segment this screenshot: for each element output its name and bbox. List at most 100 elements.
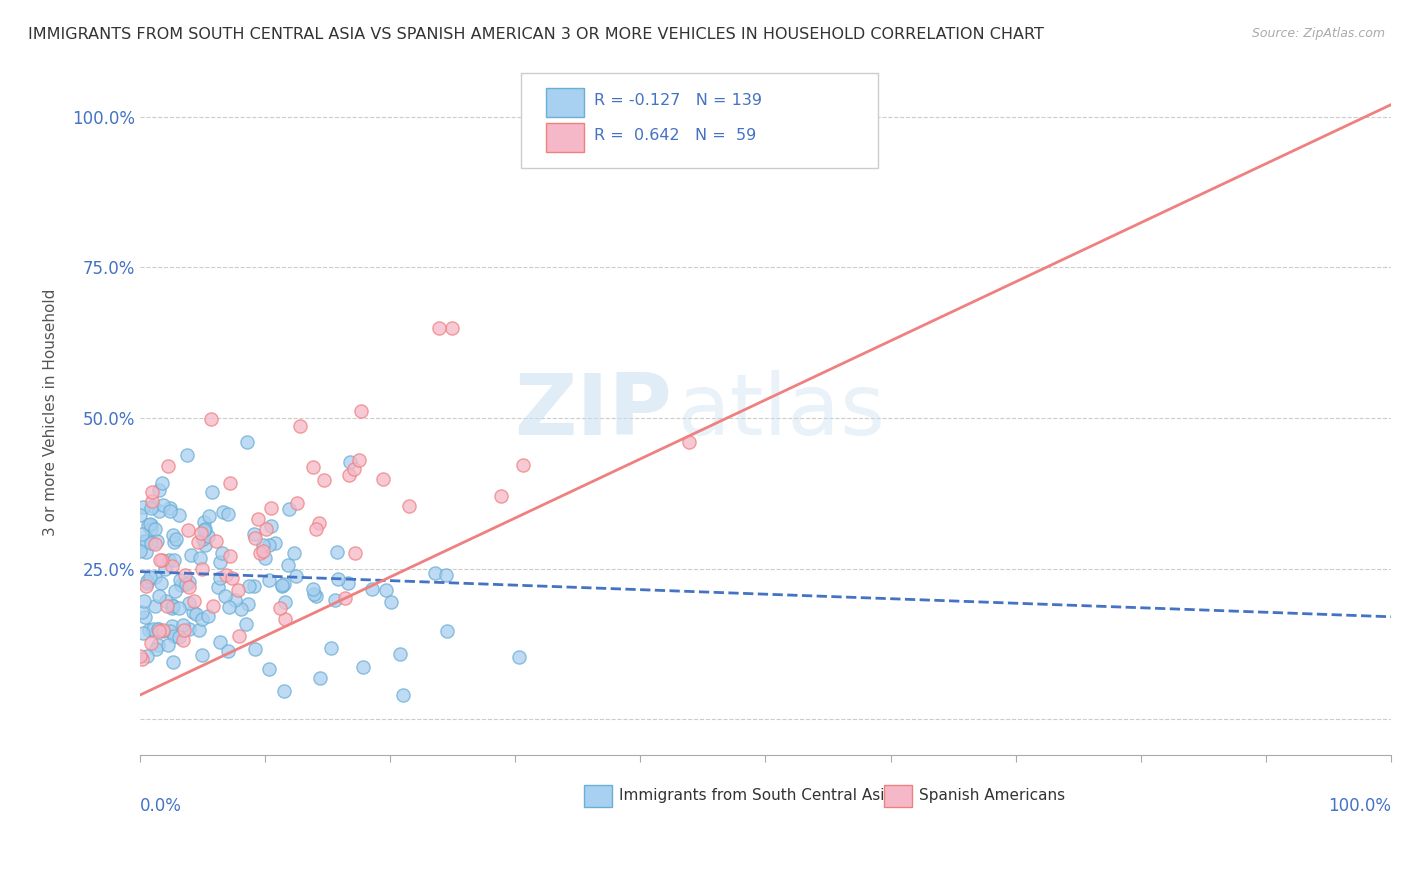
Point (177, 523, 200, 537)
Point (135, 574, 157, 588)
Point (160, 618, 183, 632)
Point (190, 526, 212, 541)
Bar (884, 785, 912, 807)
Point (142, 500, 165, 514)
Text: atlas: atlas (678, 370, 886, 453)
Point (197, 608, 219, 623)
Point (191, 532, 214, 546)
Point (146, 533, 169, 548)
Point (187, 535, 209, 549)
Point (374, 583, 396, 598)
Point (193, 523, 215, 537)
Point (180, 548, 202, 562)
Point (301, 582, 323, 597)
Point (163, 629, 186, 643)
Point (271, 577, 294, 591)
Point (259, 519, 281, 533)
Point (347, 452, 370, 467)
Point (269, 601, 291, 615)
Point (162, 655, 184, 669)
Point (337, 468, 360, 483)
Point (149, 553, 172, 567)
Point (224, 593, 246, 607)
Point (339, 455, 361, 469)
Point (305, 522, 328, 536)
Point (328, 572, 350, 586)
Point (139, 522, 162, 536)
Point (278, 502, 301, 516)
Point (319, 641, 342, 656)
Point (200, 412, 222, 426)
Point (131, 605, 153, 619)
Point (489, 489, 512, 503)
Point (141, 518, 163, 533)
Point (263, 535, 285, 549)
Point (236, 598, 259, 612)
Point (163, 534, 186, 549)
Point (349, 404, 371, 418)
Point (184, 607, 207, 621)
Point (135, 576, 157, 591)
Point (308, 516, 330, 531)
Bar (547, 123, 583, 152)
Point (197, 529, 219, 543)
Point (138, 623, 160, 637)
Point (141, 485, 163, 500)
Point (191, 612, 214, 626)
Point (132, 594, 155, 608)
Point (170, 578, 193, 592)
Point (243, 579, 266, 593)
Point (135, 545, 157, 559)
Point (436, 624, 458, 638)
Point (243, 531, 266, 545)
Point (333, 591, 356, 606)
Point (205, 533, 228, 548)
Point (305, 589, 328, 603)
Point (236, 435, 259, 450)
Point (173, 624, 195, 638)
Point (235, 617, 257, 632)
Point (398, 500, 420, 514)
Point (153, 562, 176, 576)
Point (172, 632, 194, 647)
Point (277, 558, 299, 572)
Point (174, 576, 197, 591)
Point (198, 509, 221, 524)
Point (380, 595, 402, 609)
Point (361, 582, 384, 596)
Point (176, 449, 198, 463)
Text: IMMIGRANTS FROM SOUTH CENTRAL ASIA VS SPANISH AMERICAN 3 OR MORE VEHICLES IN HOU: IMMIGRANTS FROM SOUTH CENTRAL ASIA VS SP… (28, 27, 1045, 42)
Point (257, 662, 280, 676)
Point (678, 435, 700, 450)
Point (218, 475, 240, 490)
Point (163, 553, 186, 567)
Point (245, 642, 267, 657)
Point (211, 546, 233, 560)
Point (194, 538, 217, 552)
Point (129, 649, 152, 664)
Point (181, 605, 204, 619)
Point (162, 599, 184, 614)
Point (139, 516, 162, 531)
Point (201, 599, 224, 613)
Point (226, 583, 249, 598)
Point (207, 580, 229, 594)
Point (159, 501, 181, 516)
Point (215, 567, 238, 582)
FancyBboxPatch shape (522, 73, 877, 168)
Point (512, 458, 534, 473)
Point (229, 602, 252, 616)
Point (254, 522, 277, 536)
Point (169, 573, 191, 587)
Point (247, 512, 270, 526)
Point (135, 534, 157, 549)
Point (143, 537, 166, 551)
Point (273, 683, 295, 698)
Y-axis label: 3 or more Vehicles in Household: 3 or more Vehicles in Household (44, 288, 58, 535)
Point (302, 587, 325, 601)
Point (194, 522, 217, 536)
Point (188, 550, 211, 565)
Point (159, 504, 181, 518)
Point (173, 568, 195, 582)
Point (152, 623, 174, 637)
